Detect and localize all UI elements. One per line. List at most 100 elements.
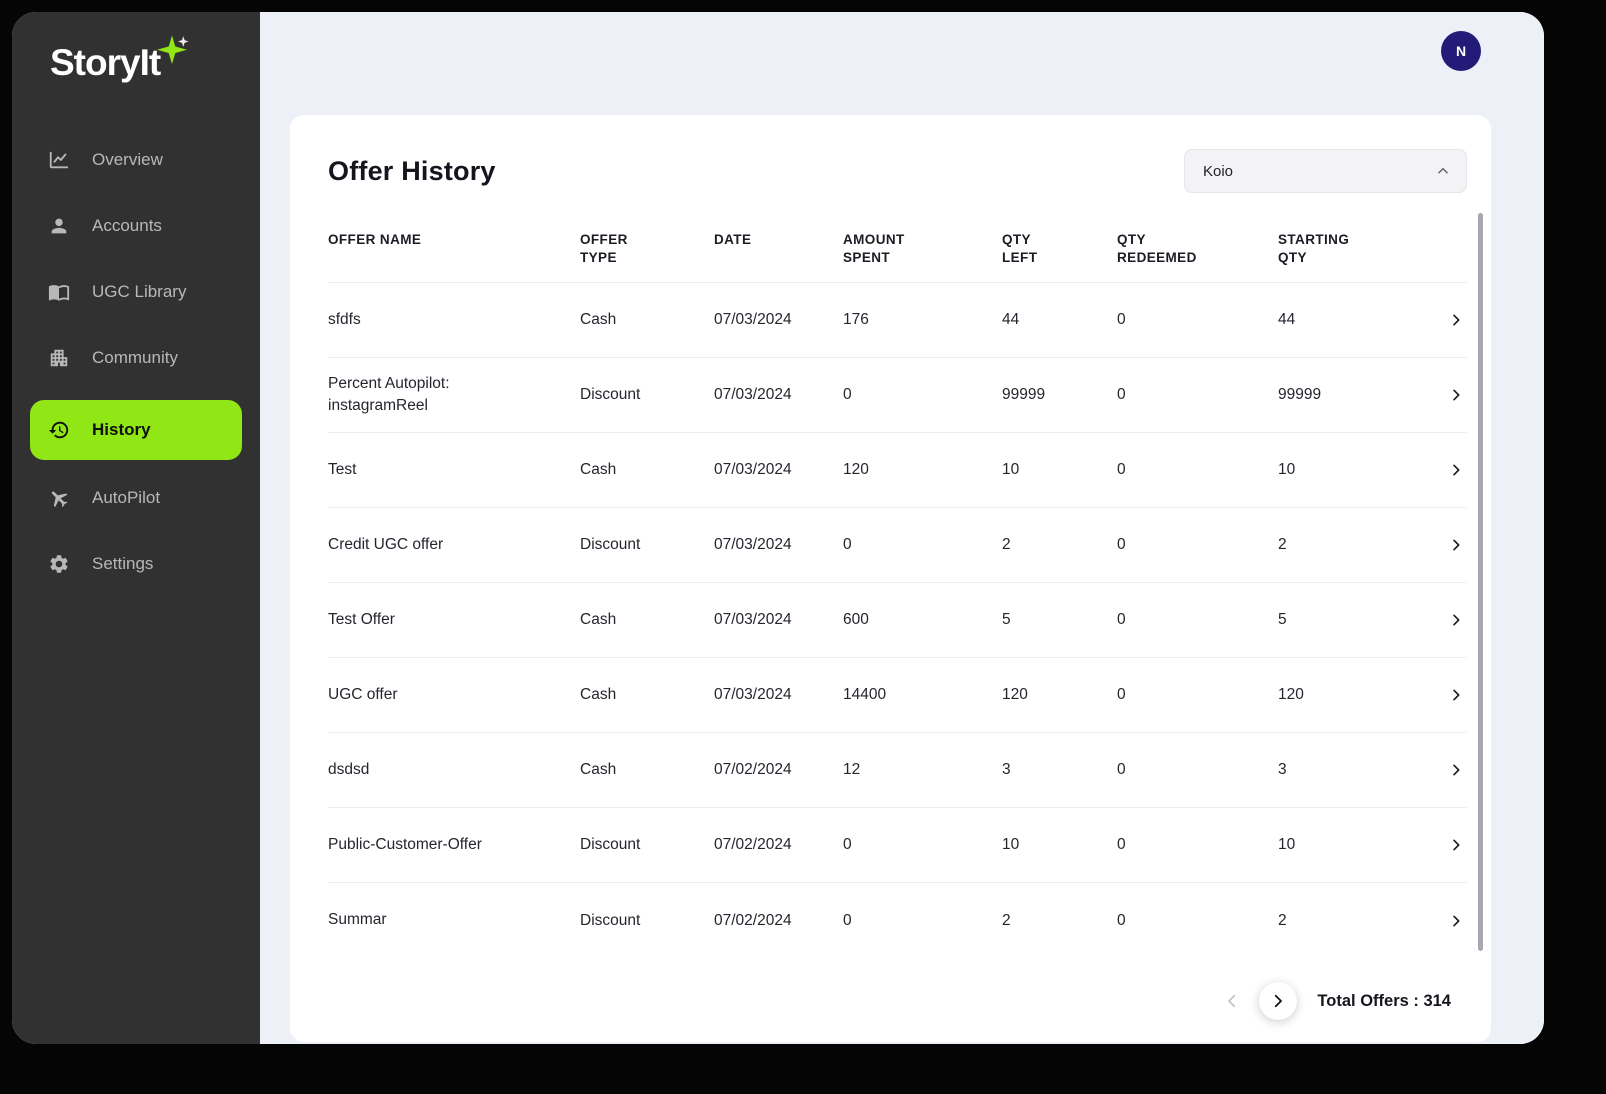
cell-qty-redeemed: 0 [1117, 461, 1126, 479]
cell-amount-spent: 0 [843, 536, 852, 554]
account-dropdown-value: Koio [1203, 162, 1234, 180]
cell-offer-type: Cash [580, 761, 617, 779]
row-detail-button[interactable] [1446, 385, 1466, 405]
cell-starting-qty: 10 [1278, 461, 1296, 479]
cell-qty-redeemed: 0 [1117, 311, 1126, 329]
cell-amount-spent: 0 [843, 911, 852, 929]
cell-qty-redeemed: 0 [1117, 386, 1126, 404]
cell-offer-name: dsdsd [328, 760, 370, 778]
row-detail-button[interactable] [1446, 310, 1466, 330]
cell-offer-name: Summar [328, 911, 387, 929]
cell-date: 07/03/2024 [714, 686, 792, 704]
sidebar-item-label: AutoPilot [92, 488, 161, 507]
sidebar-item-overview[interactable]: Overview [30, 136, 242, 184]
sidebar-item-label: UGC Library [92, 282, 187, 301]
cell-qty-redeemed: 0 [1117, 536, 1126, 554]
building-icon [48, 347, 70, 369]
column-header: STARTING QTY [1278, 232, 1350, 265]
row-detail-button[interactable] [1446, 610, 1466, 630]
line-chart-icon [48, 149, 70, 171]
table-row: Test Offer Cash 07/03/2024 600 5 0 5 [328, 583, 1467, 659]
cell-offer-type: Discount [580, 386, 641, 404]
main-area: N Offer History Koio OFFER NAME OFFER TY… [260, 12, 1544, 1044]
total-offers-label: Total Offers : 314 [1317, 991, 1451, 1010]
offer-history-card: Offer History Koio OFFER NAME OFFER TYPE… [290, 115, 1491, 1042]
history-clock-icon [48, 419, 70, 441]
sidebar-item-community[interactable]: Community [30, 334, 242, 382]
sidebar-item-label: Accounts [92, 216, 162, 235]
cell-starting-qty: 99999 [1278, 386, 1322, 404]
cell-offer-name: UGC offer [328, 685, 398, 703]
cell-starting-qty: 120 [1278, 686, 1304, 704]
offers-table: OFFER NAME OFFER TYPE DATE AMOUNT SPENT … [328, 221, 1467, 958]
cell-date: 07/03/2024 [714, 611, 792, 629]
table-row: UGC offer Cash 07/03/2024 14400 120 0 12… [328, 658, 1467, 734]
cell-qty-redeemed: 0 [1117, 836, 1126, 854]
sidebar-item-history[interactable]: History [30, 400, 242, 460]
chevron-right-icon [1453, 539, 1460, 551]
column-header: OFFER NAME [328, 232, 422, 247]
cell-date: 07/02/2024 [714, 911, 792, 929]
chevron-right-icon [1453, 839, 1460, 851]
chevron-up-icon [1438, 168, 1448, 174]
cell-offer-type: Discount [580, 911, 641, 929]
cell-qty-redeemed: 0 [1117, 686, 1126, 704]
cell-amount-spent: 600 [843, 611, 869, 629]
sidebar: StoryIt Overview [12, 12, 260, 1044]
cell-amount-spent: 12 [843, 761, 861, 779]
sidebar-item-label: Settings [92, 554, 154, 573]
cell-qty-redeemed: 0 [1117, 911, 1126, 929]
brand-logo: StoryIt [12, 35, 260, 106]
next-page-button[interactable] [1259, 982, 1298, 1020]
cell-offer-name: Credit UGC offer [328, 535, 444, 553]
cell-offer-type: Discount [580, 836, 641, 854]
cell-qty-left: 5 [1002, 611, 1011, 629]
gear-icon [48, 553, 70, 575]
app-window: StoryIt Overview [12, 12, 1544, 1044]
row-detail-button[interactable] [1446, 460, 1466, 480]
avatar[interactable]: N [1441, 31, 1481, 71]
chevron-right-icon [1453, 464, 1460, 476]
cell-date: 07/03/2024 [714, 386, 792, 404]
cell-starting-qty: 5 [1278, 611, 1287, 629]
row-detail-button[interactable] [1446, 685, 1466, 705]
row-detail-button[interactable] [1446, 911, 1466, 931]
cell-date: 07/03/2024 [714, 311, 792, 329]
cell-qty-left: 99999 [1002, 386, 1046, 404]
cell-amount-spent: 14400 [843, 686, 887, 704]
cell-qty-left: 120 [1002, 686, 1028, 704]
pagination: Total Offers : 314 [1217, 982, 1451, 1020]
chevron-right-icon [1453, 689, 1460, 701]
sidebar-item-settings[interactable]: Settings [30, 540, 242, 588]
row-detail-button[interactable] [1446, 760, 1466, 780]
table-row: Credit UGC offer Discount 07/03/2024 0 2… [328, 508, 1467, 584]
sidebar-item-accounts[interactable]: Accounts [30, 202, 242, 250]
table-row: sfdfs Cash 07/03/2024 176 44 0 44 [328, 283, 1467, 359]
column-header: DATE [714, 232, 752, 247]
cell-qty-left: 2 [1002, 911, 1011, 929]
cell-amount-spent: 0 [843, 836, 852, 854]
table-row: dsdsd Cash 07/02/2024 12 3 0 3 [328, 733, 1467, 809]
table-row: Test Cash 07/03/2024 120 10 0 10 [328, 433, 1467, 509]
sidebar-item-autopilot[interactable]: AutoPilot [30, 474, 242, 522]
prev-page-button[interactable] [1217, 986, 1247, 1016]
card-header: Offer History Koio [328, 149, 1467, 193]
sidebar-item-ugc-library[interactable]: UGC Library [30, 268, 242, 316]
table-scrollbar[interactable] [1478, 213, 1483, 951]
chevron-right-icon [1275, 994, 1283, 1008]
table-row: Summar Discount 07/02/2024 0 2 0 2 [328, 883, 1467, 958]
row-detail-button[interactable] [1446, 535, 1466, 555]
cell-date: 07/03/2024 [714, 536, 792, 554]
person-icon [48, 215, 70, 237]
plane-icon [48, 487, 70, 509]
table-header-row: OFFER NAME OFFER TYPE DATE AMOUNT SPENT … [328, 221, 1467, 284]
sidebar-item-label: History [92, 420, 151, 439]
cell-offer-type: Cash [580, 686, 617, 704]
cell-amount-spent: 0 [843, 386, 852, 404]
chevron-right-icon [1453, 764, 1460, 776]
table-row: Public-Customer-Offer Discount 07/02/202… [328, 808, 1467, 884]
row-detail-button[interactable] [1446, 835, 1466, 855]
cell-qty-redeemed: 0 [1117, 611, 1126, 629]
chevron-right-icon [1453, 915, 1460, 927]
account-dropdown[interactable]: Koio [1184, 149, 1467, 193]
